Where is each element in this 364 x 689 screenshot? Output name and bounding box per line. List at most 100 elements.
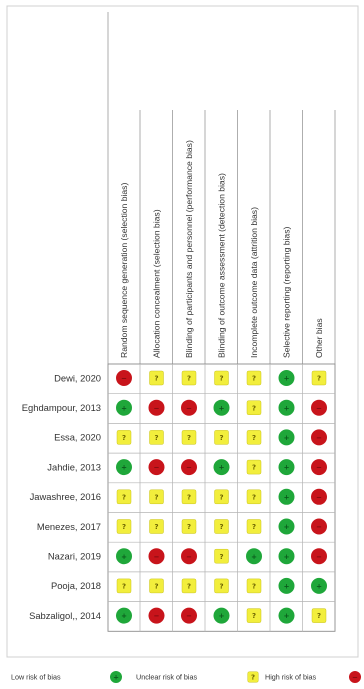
unclear-risk-marker: [246, 519, 262, 534]
risk-symbol: −: [154, 464, 160, 472]
rating-cell: ?: [149, 370, 164, 386]
rating-cell: −: [311, 488, 327, 505]
grid-border: [107, 363, 336, 632]
unclear-risk-marker: [246, 370, 262, 386]
high-risk-marker: [148, 459, 165, 476]
rating-cell: −: [311, 399, 327, 416]
domain-header: Selective reporting (reporting bias): [282, 227, 292, 358]
risk-symbol: +: [284, 434, 290, 442]
study-label: Nazari, 2019: [48, 551, 101, 562]
risk-symbol: +: [284, 464, 290, 472]
unclear-risk-marker: [214, 519, 229, 534]
risk-symbol: ?: [252, 583, 256, 591]
rating-cell: ?: [116, 578, 132, 594]
study-label: Jawashree, 2016: [30, 491, 101, 502]
legend-label: Unclear risk of bias: [136, 673, 198, 682]
legend-marker: ?: [247, 671, 259, 683]
rating-cell: −: [311, 548, 327, 565]
unclear-risk-marker: [181, 578, 197, 594]
low-risk-marker: [278, 370, 295, 386]
study-rows: Dewi, 2020 −???? + ? Eghdampour, 2013 + − − +? + −…: [22, 370, 327, 624]
rating-cell: +: [278, 399, 295, 416]
unclear-risk-marker: [214, 548, 229, 564]
legend-marker: −: [349, 671, 361, 683]
risk-symbol: ?: [252, 434, 256, 442]
low-risk-marker: [116, 607, 132, 624]
risk-symbol: ?: [122, 434, 126, 442]
study-label: Jahdie, 2013: [47, 461, 101, 472]
high-risk-marker: [311, 399, 327, 416]
risk-symbol: −: [186, 464, 192, 472]
rating-cell: ?: [311, 370, 327, 386]
rating-cell: −: [311, 459, 327, 476]
legend-label: High risk of bias: [265, 673, 317, 682]
high-risk-marker: [181, 459, 197, 476]
risk-symbol: ?: [122, 583, 126, 591]
risk-symbol: ?: [252, 493, 256, 501]
low-risk-marker: [110, 671, 122, 683]
risk-symbol: −: [316, 553, 322, 561]
risk-symbol: ?: [219, 434, 223, 442]
domain-header: Blinding of participants and personnel (…: [184, 140, 194, 358]
unclear-risk-marker: [246, 459, 262, 475]
low-risk-marker: [213, 607, 230, 624]
unclear-risk-marker: [116, 519, 132, 534]
rating-cell: +: [246, 548, 262, 565]
unclear-risk-marker: [247, 671, 259, 683]
high-risk-marker: [148, 399, 165, 416]
unclear-risk-marker: [214, 578, 229, 594]
risk-symbol: ?: [219, 523, 223, 531]
risk-symbol: ?: [317, 612, 321, 620]
risk-symbol: ?: [154, 493, 158, 501]
high-risk-marker: [311, 488, 327, 505]
risk-symbol: ?: [219, 375, 223, 383]
rating-cell: ?: [214, 519, 229, 534]
low-risk-marker: [278, 607, 295, 624]
high-risk-marker: [148, 548, 165, 565]
rating-cell: +: [213, 607, 230, 624]
domain-header: Allocation concealment (selection bias): [152, 209, 162, 358]
low-risk-marker: [278, 518, 295, 535]
risk-symbol: +: [284, 404, 290, 412]
rating-cell: ?: [181, 578, 197, 594]
low-risk-marker: [116, 399, 132, 416]
unclear-risk-marker: [311, 608, 327, 623]
rating-cell: ?: [149, 578, 164, 594]
rating-cell: ?: [181, 430, 197, 445]
domain-header: Incomplete outcome data (attrition bias): [249, 207, 259, 358]
risk-symbol: −: [154, 404, 160, 412]
high-risk-marker: [181, 607, 197, 624]
risk-symbol: −: [154, 612, 160, 620]
rating-cell: −: [181, 548, 197, 565]
low-risk-marker: [278, 429, 295, 446]
low-risk-marker: [116, 548, 132, 565]
rating-cell: ?: [116, 519, 132, 534]
risk-symbol: ?: [219, 493, 223, 501]
risk-symbol: −: [186, 553, 192, 561]
rating-cell: +: [213, 459, 230, 476]
risk-symbol: ?: [219, 553, 223, 561]
study-label: Dewi, 2020: [54, 372, 101, 383]
rating-cell: +: [278, 518, 295, 535]
risk-symbol: +: [284, 583, 290, 591]
high-risk-marker: [349, 671, 361, 683]
rating-cell: ?: [149, 489, 164, 505]
risk-symbol: ?: [252, 375, 256, 383]
risk-symbol: ?: [187, 583, 191, 591]
rating-cell: −: [116, 370, 132, 386]
risk-symbol: ?: [252, 404, 256, 412]
high-risk-marker: [311, 459, 327, 476]
risk-symbol: ?: [317, 375, 321, 383]
unclear-risk-marker: [311, 370, 327, 386]
rating-cell: −: [148, 459, 165, 476]
low-risk-marker: [213, 459, 230, 476]
rating-cell: −: [311, 518, 327, 535]
low-risk-marker: [311, 577, 327, 594]
legend-marker: +: [110, 671, 122, 683]
rating-cell: ?: [214, 578, 229, 594]
high-risk-marker: [181, 548, 197, 565]
risk-symbol: +: [121, 464, 127, 472]
legend-label: Low risk of bias: [11, 673, 61, 682]
rating-cell: ?: [149, 430, 164, 445]
risk-symbol: +: [284, 375, 290, 383]
